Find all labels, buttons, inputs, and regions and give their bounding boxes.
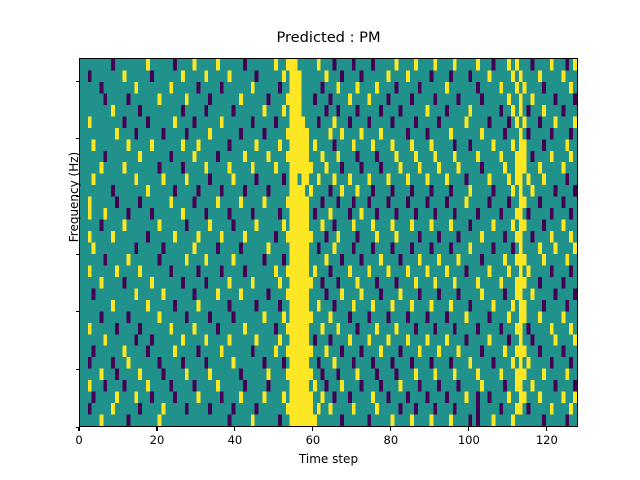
spectrogram-heatmap	[80, 59, 577, 426]
x-axis-label: Time step	[298, 452, 359, 466]
x-tick-label: 80	[383, 433, 399, 447]
y-tick-mark	[75, 253, 79, 255]
x-tick-mark	[390, 427, 392, 431]
x-tick-mark	[78, 427, 80, 431]
x-tick-mark	[312, 427, 314, 431]
x-tick-label: 120	[535, 433, 558, 447]
y-tick-mark	[75, 195, 79, 197]
x-tick-label: 60	[305, 433, 321, 447]
x-tick-label: 20	[149, 433, 165, 447]
y-tick-mark	[75, 368, 79, 370]
x-tick-label: 0	[75, 433, 83, 447]
x-tick-mark	[156, 427, 158, 431]
y-tick-mark	[75, 426, 79, 428]
x-tick-mark	[546, 427, 548, 431]
y-tick-mark	[75, 138, 79, 140]
x-tick-mark	[468, 427, 470, 431]
y-tick-mark	[75, 80, 79, 82]
page-title: Predicted : PM	[276, 29, 381, 46]
x-tick-label: 100	[457, 433, 480, 447]
heatmap-axes	[79, 58, 578, 427]
x-tick-mark	[234, 427, 236, 431]
x-tick-label: 40	[227, 433, 243, 447]
y-tick-mark	[75, 311, 79, 313]
